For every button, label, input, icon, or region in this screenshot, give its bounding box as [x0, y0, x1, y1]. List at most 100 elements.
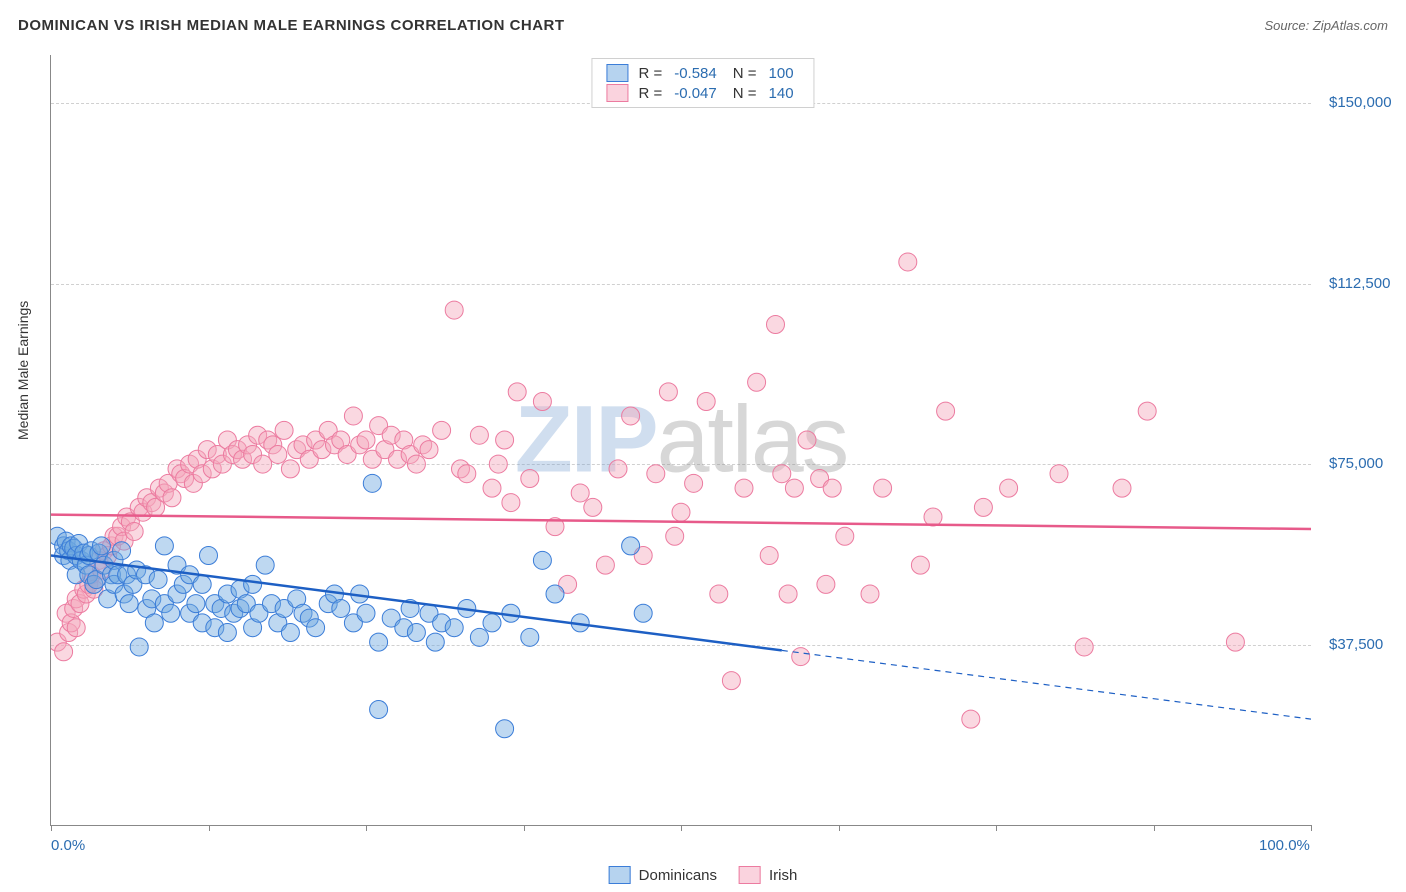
legend-r-value: -0.584 [674, 65, 717, 82]
data-point [445, 301, 463, 319]
data-point [521, 628, 539, 646]
legend-swatch [606, 84, 628, 102]
legend-swatch [739, 866, 761, 884]
data-point [332, 599, 350, 617]
data-point [735, 479, 753, 497]
data-point [145, 614, 163, 632]
data-point [672, 503, 690, 521]
data-point [187, 595, 205, 613]
data-point [899, 253, 917, 271]
data-point [836, 527, 854, 545]
legend-n-label: N = [733, 85, 757, 102]
legend-row: R =-0.047N =140 [606, 83, 799, 103]
data-point [779, 585, 797, 603]
x-tick [1311, 825, 1312, 831]
data-point [125, 522, 143, 540]
data-point [823, 479, 841, 497]
legend-r-value: -0.047 [674, 85, 717, 102]
data-point [596, 556, 614, 574]
data-point [470, 426, 488, 444]
data-point [659, 383, 677, 401]
y-tick-label: $75,000 [1329, 455, 1383, 472]
y-tick-label: $150,000 [1329, 94, 1392, 111]
trend-line-dashed [782, 650, 1311, 719]
chart-source: Source: ZipAtlas.com [1264, 18, 1388, 33]
data-point [496, 431, 514, 449]
data-point [67, 619, 85, 637]
data-point [458, 465, 476, 483]
data-point [244, 575, 262, 593]
data-point [1000, 479, 1018, 497]
data-point [149, 571, 167, 589]
data-point [370, 633, 388, 651]
data-point [307, 619, 325, 637]
data-point [502, 494, 520, 512]
data-point [407, 624, 425, 642]
x-tick [1154, 825, 1155, 831]
data-point [1075, 638, 1093, 656]
x-tick [524, 825, 525, 831]
data-point [113, 542, 131, 560]
legend-correlation: R =-0.584N =100R =-0.047N =140 [591, 58, 814, 108]
chart-title: DOMINICAN VS IRISH MEDIAN MALE EARNINGS … [18, 17, 565, 34]
source-name: ZipAtlas.com [1313, 18, 1388, 33]
data-point [911, 556, 929, 574]
x-tick [51, 825, 52, 831]
data-point [722, 672, 740, 690]
data-point [1138, 402, 1156, 420]
data-point [634, 604, 652, 622]
x-tick [681, 825, 682, 831]
scatter-svg [51, 55, 1311, 825]
data-point [275, 421, 293, 439]
data-point [130, 638, 148, 656]
y-tick-label: $112,500 [1329, 275, 1390, 292]
data-point [1226, 633, 1244, 651]
legend-item: Irish [739, 866, 797, 884]
data-point [647, 465, 665, 483]
legend-item: Dominicans [609, 866, 717, 884]
data-point [962, 710, 980, 728]
legend-n-label: N = [733, 65, 757, 82]
data-point [357, 431, 375, 449]
data-point [420, 441, 438, 459]
legend-label: Irish [769, 867, 797, 884]
data-point [363, 474, 381, 492]
data-point [533, 551, 551, 569]
plot-area: ZIPatlas $37,500$75,000$112,500$150,0000… [50, 55, 1311, 826]
data-point [155, 537, 173, 555]
chart-header: DOMINICAN VS IRISH MEDIAN MALE EARNINGS … [0, 0, 1406, 50]
data-point [1113, 479, 1131, 497]
data-point [426, 633, 444, 651]
data-point [269, 445, 287, 463]
data-point [622, 537, 640, 555]
legend-label: Dominicans [639, 867, 717, 884]
data-point [861, 585, 879, 603]
data-point [666, 527, 684, 545]
legend-r-label: R = [638, 85, 662, 102]
data-point [584, 498, 602, 516]
data-point [193, 575, 211, 593]
data-point [470, 628, 488, 646]
data-point [937, 402, 955, 420]
x-tick-label: 100.0% [1259, 837, 1310, 854]
data-point [370, 701, 388, 719]
data-point [974, 498, 992, 516]
data-point [496, 720, 514, 738]
data-point [218, 624, 236, 642]
y-axis-label: Median Male Earnings [15, 301, 31, 440]
legend-swatch [609, 866, 631, 884]
data-point [609, 460, 627, 478]
data-point [445, 619, 463, 637]
data-point [508, 383, 526, 401]
x-tick [839, 825, 840, 831]
data-point [483, 614, 501, 632]
chart-container: DOMINICAN VS IRISH MEDIAN MALE EARNINGS … [0, 0, 1406, 892]
data-point [798, 431, 816, 449]
data-point [489, 455, 507, 473]
legend-n-value: 100 [769, 65, 794, 82]
data-point [622, 407, 640, 425]
legend-series: Dominicans Irish [609, 866, 798, 884]
data-point [874, 479, 892, 497]
data-point [748, 373, 766, 391]
legend-r-label: R = [638, 65, 662, 82]
